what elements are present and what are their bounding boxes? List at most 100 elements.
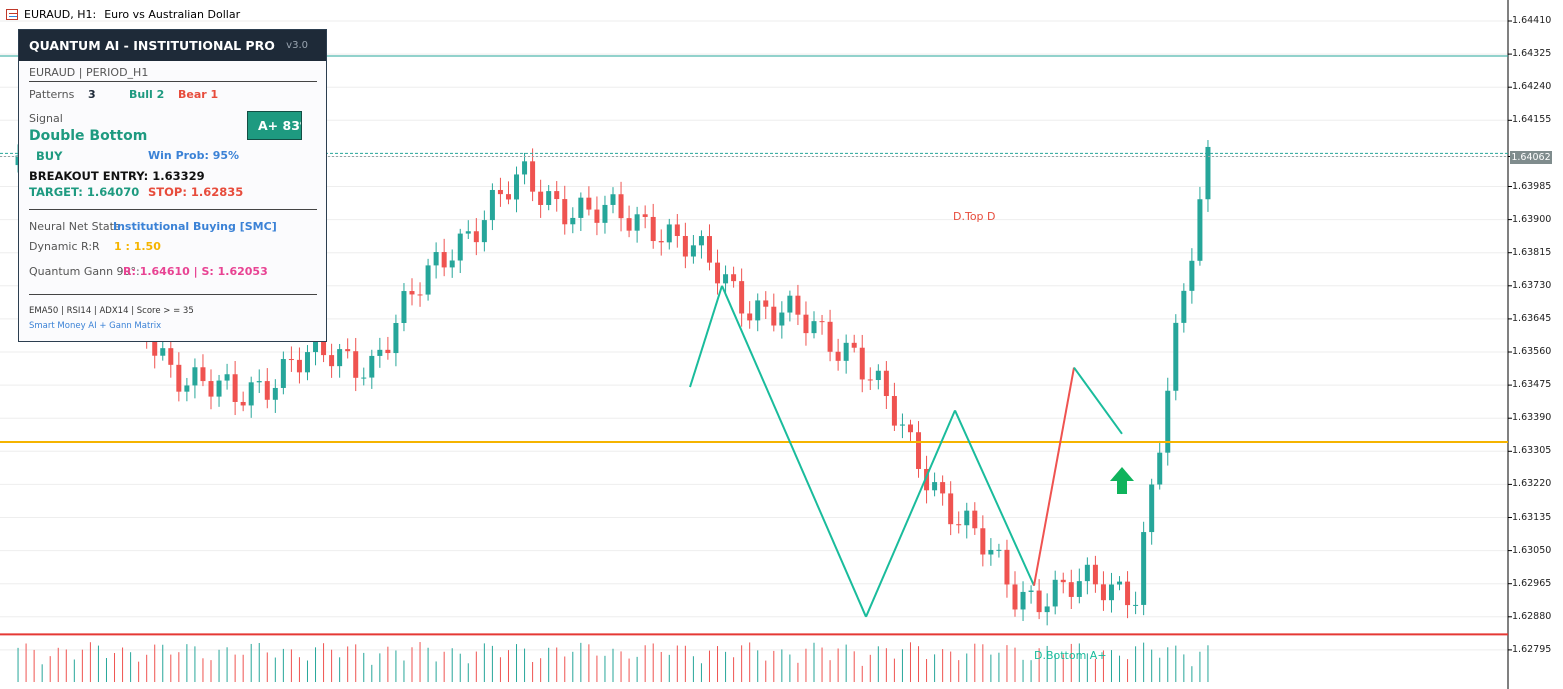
patterns-count: 3: [88, 88, 96, 101]
candle-body: [859, 347, 865, 380]
candle-body: [361, 377, 367, 379]
gann-value: R: 1.64610 | S: 1.62053: [123, 265, 268, 278]
candle-body: [1189, 260, 1195, 291]
candle-body: [940, 482, 946, 494]
panel-divider: [29, 294, 317, 295]
bull-count: Bull 2: [129, 88, 165, 101]
candle-body: [666, 224, 672, 243]
chart-window-title: EURAUD, H1: Euro vs Australian Dollar: [6, 7, 240, 21]
candle-body: [1205, 146, 1211, 200]
neural-net-value: Institutional Buying [SMC]: [113, 220, 277, 233]
panel-footer-brand: Smart Money AI + Gann Matrix: [29, 321, 162, 331]
symbol-period: EURAUD | PERIOD_H1: [29, 66, 149, 79]
pattern-leg: [865, 410, 956, 618]
buy-arrow-icon: [1110, 467, 1134, 494]
candle-body: [602, 204, 608, 223]
candle-body: [578, 197, 584, 218]
pattern-name: Double Bottom: [29, 128, 148, 144]
candle-body: [1004, 549, 1010, 585]
candle-body: [441, 252, 447, 268]
candle-body: [377, 349, 383, 356]
win-probability: Win Prob: 95%: [148, 149, 240, 162]
chart-window-icon: [6, 8, 18, 20]
candle-body: [771, 306, 777, 326]
candle-body: [755, 300, 761, 321]
candle-body: [473, 231, 479, 243]
score-badge: A+ 83%: [247, 111, 302, 140]
candle-body: [843, 342, 849, 361]
candle-body: [296, 359, 302, 373]
price-axis-label: 1.62795: [1512, 643, 1552, 655]
signal-label: Signal: [29, 112, 63, 125]
target-price: TARGET: 1.64070: [29, 185, 140, 199]
candle-body: [650, 216, 656, 242]
candle-body: [530, 161, 536, 192]
candle-body: [160, 348, 166, 356]
price-axis-label: 1.63305: [1512, 445, 1552, 457]
candle-body: [706, 236, 712, 263]
pattern-leg: [721, 285, 867, 618]
candle-body: [345, 349, 351, 352]
candle-body: [208, 381, 214, 397]
panel-header: QUANTUM AI - INSTITUTIONAL PRO v3.0: [19, 30, 326, 61]
price-axis-label: 1.63475: [1512, 379, 1552, 391]
candle-body: [465, 231, 471, 234]
candle-body: [425, 265, 431, 295]
breakout-entry: BREAKOUT ENTRY: 1.63329: [29, 169, 205, 183]
price-axis-label: 1.63815: [1512, 246, 1552, 258]
candle-body: [1028, 590, 1034, 592]
volume-histogram: [17, 642, 1209, 682]
pattern-leg: [1033, 367, 1075, 586]
candle-body: [803, 314, 809, 334]
candle-body: [385, 349, 391, 354]
panel-divider: [29, 81, 317, 82]
candle-body: [586, 197, 592, 210]
candle-body: [642, 214, 648, 217]
rr-label: Dynamic R:R: [29, 240, 100, 253]
candle-body: [698, 236, 704, 246]
candle-body: [618, 194, 624, 219]
buy-arrow-shape: [1110, 467, 1134, 494]
candle-body: [321, 335, 327, 356]
candle-body: [256, 381, 262, 383]
candle-body: [522, 161, 528, 175]
candle-body: [634, 214, 640, 231]
candle-body: [200, 367, 206, 382]
candle-body: [152, 338, 158, 356]
current-price-tag: 1.64062: [1510, 151, 1552, 164]
candle-body: [811, 321, 817, 334]
candle-body: [337, 349, 343, 367]
candle-body: [1084, 564, 1090, 582]
candle-body: [288, 359, 294, 361]
candle-body: [1181, 290, 1187, 323]
candle-body: [481, 220, 487, 243]
candle-body: [795, 295, 801, 315]
candle-body: [891, 396, 897, 426]
price-axis-label: 1.63560: [1512, 346, 1552, 357]
candle-body: [417, 294, 423, 296]
candle-body: [1076, 581, 1082, 597]
candle-body: [1157, 452, 1163, 485]
candle-body: [538, 191, 544, 205]
double-bottom-label: D.Bottom A+: [1034, 649, 1107, 662]
candle-body: [449, 260, 455, 268]
indicator-settings: EMA50 | RSI14 | ADX14 | Score > = 35: [29, 306, 194, 316]
candle-body: [682, 235, 688, 257]
double-top-label: D.Top D: [953, 210, 996, 223]
candle-body: [1133, 604, 1139, 606]
pattern-overlay: [689, 285, 1123, 618]
candle-body: [1173, 322, 1179, 391]
stop-price: STOP: 1.62835: [148, 185, 244, 199]
candle-body: [610, 194, 616, 205]
candle-body: [1060, 579, 1066, 583]
candle-body: [184, 385, 190, 392]
candle-body: [690, 245, 696, 257]
price-axis-label: 1.62965: [1512, 577, 1552, 589]
candle-body: [988, 549, 994, 555]
candle-body: [192, 367, 198, 386]
pattern-leg: [689, 285, 723, 388]
candle-body: [875, 370, 881, 381]
candle-body: [1036, 590, 1042, 613]
pattern-leg: [1073, 366, 1123, 435]
